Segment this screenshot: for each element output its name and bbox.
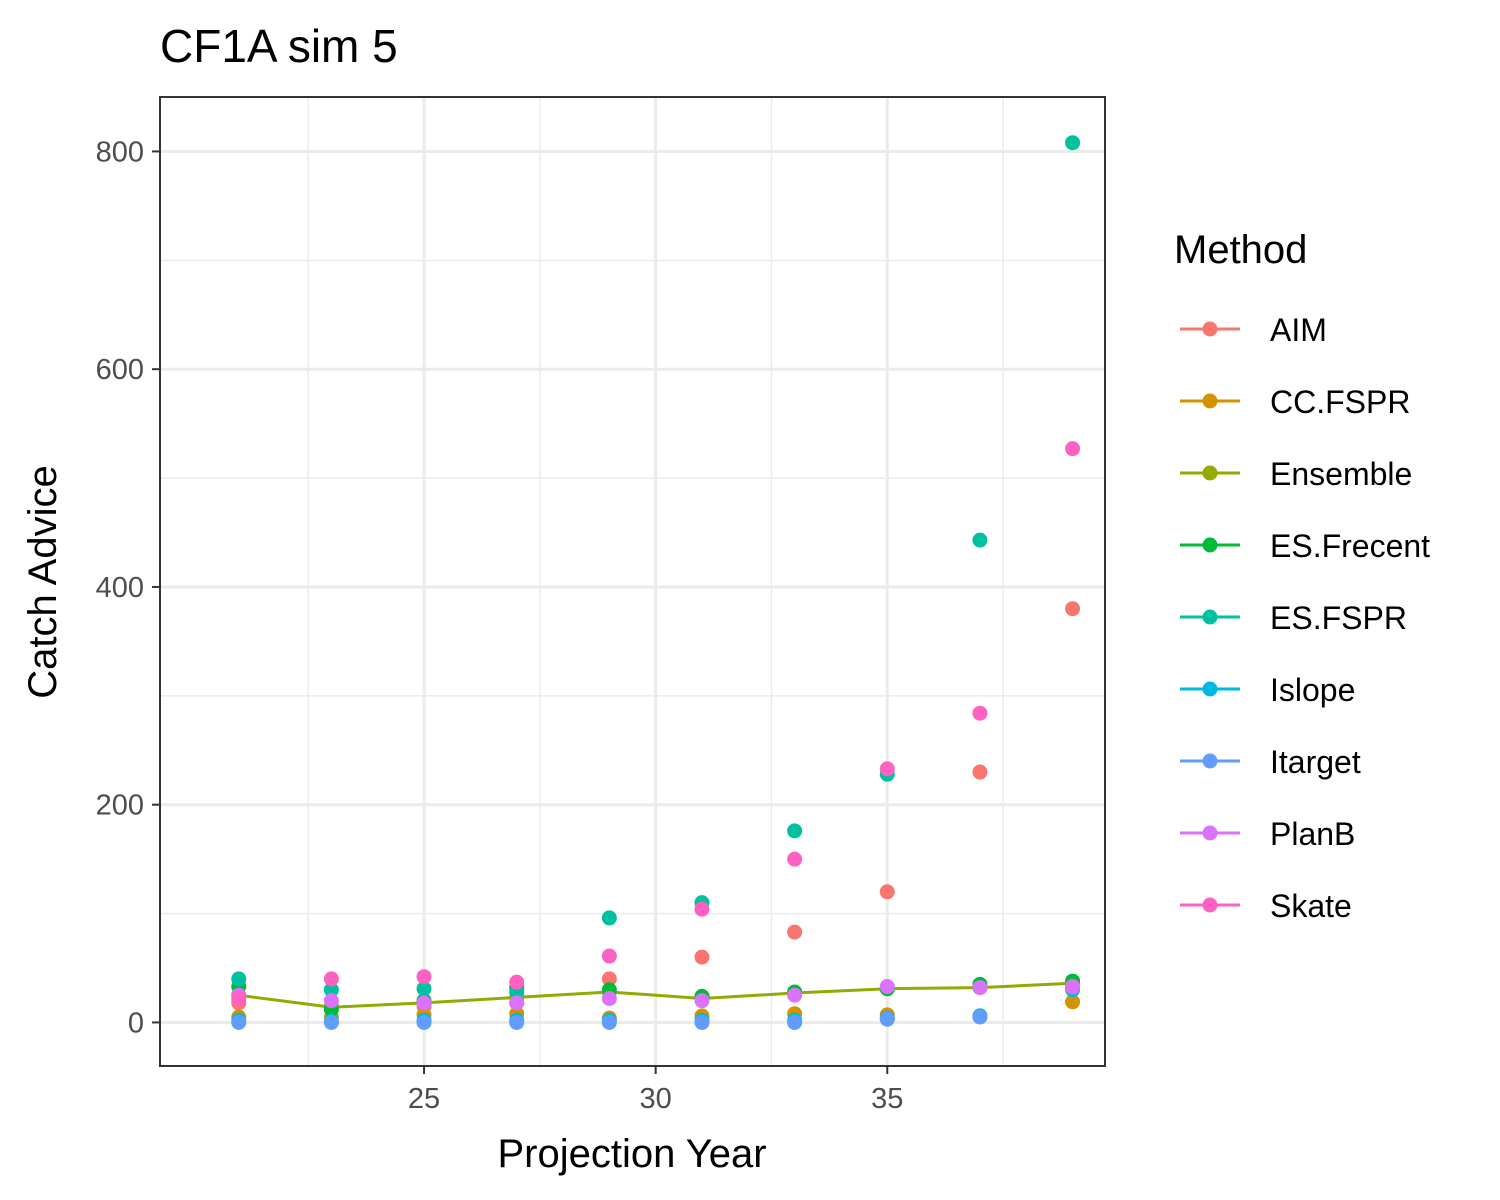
legend-label: Itarget bbox=[1270, 744, 1361, 780]
plot-border bbox=[159, 96, 1106, 1067]
legend-item-planb: PlanB bbox=[1180, 816, 1355, 852]
point-itarget bbox=[323, 1014, 339, 1030]
y-tick-label: 400 bbox=[96, 572, 144, 604]
x-axis: 25 30 35 bbox=[408, 1066, 903, 1115]
legend-key-point bbox=[1202, 465, 1218, 481]
plot-background bbox=[160, 97, 1105, 1066]
legend-key-point bbox=[1202, 753, 1218, 769]
legend-item-itarget: Itarget bbox=[1180, 744, 1361, 780]
legend-key-point bbox=[1202, 897, 1218, 913]
y-axis: 0 200 400 600 800 bbox=[96, 136, 160, 1039]
legend-key-point bbox=[1202, 825, 1218, 841]
point-cc-fspr bbox=[1065, 994, 1081, 1010]
point-itarget bbox=[231, 1014, 247, 1030]
point-planb bbox=[1065, 979, 1081, 995]
legend-label: CC.FSPR bbox=[1270, 384, 1410, 420]
plot-panel bbox=[159, 96, 1106, 1067]
series-lines bbox=[238, 981, 1073, 1009]
legend-item-ensemble: Ensemble bbox=[1180, 456, 1412, 492]
point-skate bbox=[787, 851, 803, 867]
point-es-fspr bbox=[972, 532, 988, 548]
legend-key-point bbox=[1202, 609, 1218, 625]
point-skate bbox=[231, 990, 247, 1006]
legend-item-es-fspr: ES.FSPR bbox=[1180, 600, 1407, 636]
grid bbox=[160, 97, 1105, 1066]
point-aim bbox=[1065, 601, 1081, 617]
point-skate bbox=[509, 974, 525, 990]
legend-key-point bbox=[1202, 681, 1218, 697]
point-planb bbox=[416, 995, 432, 1011]
legend-item-aim: AIM bbox=[1180, 312, 1327, 348]
point-aim bbox=[694, 949, 710, 965]
point-skate bbox=[972, 705, 988, 721]
legend-item-islope: Islope bbox=[1180, 672, 1355, 708]
legend-item-skate: Skate bbox=[1180, 888, 1352, 924]
legend-label: PlanB bbox=[1270, 816, 1355, 852]
point-skate bbox=[601, 948, 617, 964]
y-tick-label: 0 bbox=[128, 1007, 144, 1039]
series-line-ensemble bbox=[238, 981, 1073, 1009]
legend-label: Ensemble bbox=[1270, 456, 1412, 492]
y-axis-title: Catch Advice bbox=[21, 465, 65, 698]
legend-label: ES.Frecent bbox=[1270, 528, 1430, 564]
legend-item-cc-fspr: CC.FSPR bbox=[1180, 384, 1410, 420]
point-planb bbox=[323, 993, 339, 1009]
point-skate bbox=[694, 901, 710, 917]
point-es-fspr bbox=[416, 981, 432, 997]
point-itarget bbox=[509, 1014, 525, 1030]
legend-label: ES.FSPR bbox=[1270, 600, 1407, 636]
point-es-fspr bbox=[231, 971, 247, 987]
point-itarget bbox=[787, 1014, 803, 1030]
point-itarget bbox=[694, 1014, 710, 1030]
point-aim bbox=[972, 764, 988, 780]
point-itarget bbox=[416, 1014, 432, 1030]
point-skate bbox=[1065, 441, 1081, 457]
y-tick-label: 600 bbox=[96, 354, 144, 386]
point-aim bbox=[787, 924, 803, 940]
legend-label: Islope bbox=[1270, 672, 1355, 708]
x-axis-title: Projection Year bbox=[497, 1132, 766, 1176]
point-skate bbox=[416, 969, 432, 985]
point-planb bbox=[694, 993, 710, 1009]
point-aim bbox=[601, 971, 617, 987]
point-aim bbox=[879, 884, 895, 900]
series-points bbox=[231, 135, 1081, 1030]
point-itarget bbox=[879, 1011, 895, 1027]
point-es-fspr bbox=[601, 910, 617, 926]
legend-items: AIM CC.FSPR Ensemble ES.Frecent ES.FSPR Islop… bbox=[1180, 312, 1430, 924]
point-skate bbox=[323, 971, 339, 987]
point-itarget bbox=[601, 1014, 617, 1030]
chart-title: CF1A sim 5 bbox=[160, 20, 398, 72]
x-tick-label: 30 bbox=[640, 1083, 672, 1115]
point-planb bbox=[972, 980, 988, 996]
x-tick-label: 35 bbox=[871, 1083, 903, 1115]
x-tick-label: 25 bbox=[408, 1083, 440, 1115]
point-planb bbox=[879, 979, 895, 995]
point-es-fspr bbox=[787, 823, 803, 839]
legend-label: AIM bbox=[1270, 312, 1327, 348]
point-planb bbox=[509, 995, 525, 1011]
legend-label: Skate bbox=[1270, 888, 1352, 924]
legend-title: Method bbox=[1174, 228, 1307, 272]
point-skate bbox=[879, 761, 895, 777]
point-planb bbox=[601, 990, 617, 1006]
point-es-fspr bbox=[1065, 135, 1081, 151]
legend-item-es-frecent: ES.Frecent bbox=[1180, 528, 1430, 564]
y-tick-label: 800 bbox=[96, 136, 144, 168]
legend-key-point bbox=[1202, 321, 1218, 337]
point-planb bbox=[787, 987, 803, 1003]
legend: Method AIM CC.FSPR Ensemble ES.Frecent ES.FS… bbox=[1174, 228, 1430, 924]
legend-key-point bbox=[1202, 393, 1218, 409]
point-es-fspr bbox=[323, 982, 339, 998]
series-layer bbox=[231, 135, 1081, 1030]
point-itarget bbox=[972, 1009, 988, 1025]
y-tick-label: 200 bbox=[96, 790, 144, 822]
legend-key-point bbox=[1202, 537, 1218, 553]
